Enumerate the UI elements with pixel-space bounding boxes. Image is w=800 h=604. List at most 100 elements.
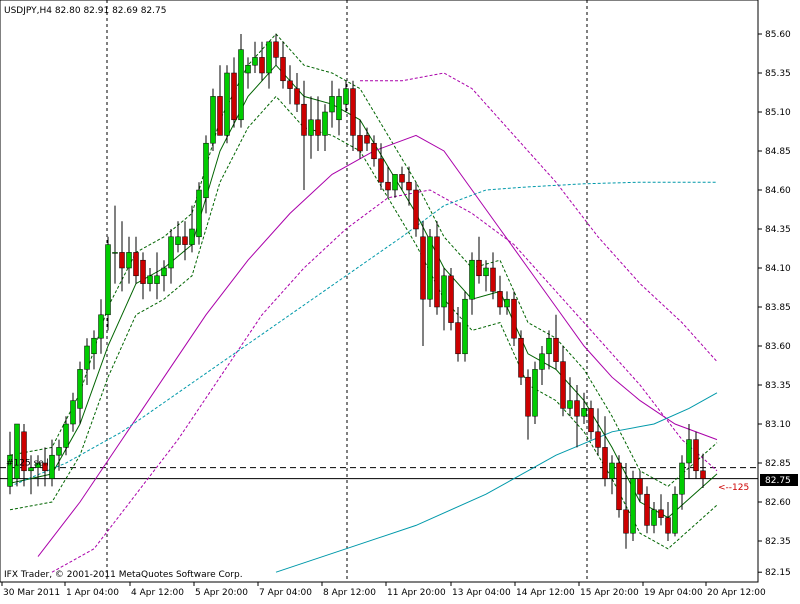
candle-body [504,298,510,308]
x-tick-label: 11 Apr 20:00 [387,588,446,598]
candle-body [294,88,300,105]
candle-body [693,439,699,472]
overlay-line [360,72,718,362]
candle-body [14,423,20,479]
y-tick-label: 82.35 [765,537,791,547]
candle-body [623,509,629,534]
x-tick-label: 14 Apr 12:00 [516,588,575,598]
candle-body [357,135,363,152]
candle-body [42,462,48,472]
candle-body [28,467,34,472]
candle-body [511,298,517,339]
candle-body [518,337,524,378]
order-line-label: #125 sell [6,459,49,469]
candle-body [63,423,69,448]
candle-body [686,439,692,464]
candle-body [238,49,244,121]
candle-body [406,181,412,191]
candle-body [224,72,230,136]
y-tick-label: 84.10 [765,264,791,274]
overlay-line [37,134,718,557]
candle-body [49,454,55,479]
candle-body [273,41,279,58]
candle-body [609,462,615,479]
x-tick-label: 20 Apr 12:00 [707,588,766,598]
candle-body [350,88,356,136]
order-marker: <--125 [718,483,749,493]
symbol-header: USDJPY,H4 82.80 82.91 82.69 82.75 [4,6,166,16]
candle-body [553,337,559,362]
candle-body [231,72,237,121]
y-tick-label: 85.60 [765,30,791,40]
candle-body [189,228,195,245]
y-tick-label: 83.35 [765,381,791,391]
candle-body [119,252,125,269]
x-tick-label: 7 Apr 04:00 [259,588,312,598]
order-line-text: #125 sell [6,459,49,469]
candle-body [385,181,391,191]
candle-body [252,57,258,66]
current-price-text: 82.75 [765,476,791,486]
candle-body [637,478,643,495]
candle-body [98,314,104,339]
y-axis: 85.60 85.35 85.10 84.85 84.60 84.35 84.10 83.85… [758,30,791,578]
x-tick-label: 4 Apr 12:00 [131,588,184,598]
candle-body [392,174,398,191]
candle-body [308,119,314,136]
x-tick-label: 5 Apr 20:00 [195,588,248,598]
candle-body [56,447,62,456]
x-tick-label: 30 Mar 2011 [3,588,60,598]
candle-body [245,64,251,74]
x-tick-label: 1 Apr 04:00 [66,588,119,598]
candle-body [539,353,545,370]
candle-body [497,291,503,308]
candle-body [651,509,657,526]
candle-body [336,96,342,121]
candle-body [427,236,433,300]
candle-body [658,509,664,518]
candle-body [469,259,475,300]
y-tick-label: 85.35 [765,69,791,79]
candle-body [476,259,482,277]
candle-body [581,408,587,417]
candle-body [567,400,573,409]
candle-body [679,462,685,495]
candle-body [595,431,601,448]
candle-body [35,462,41,468]
candle-body [259,57,265,74]
y-tick-label: 82.60 [765,498,791,508]
candle-body [525,376,531,417]
candle-body [91,337,97,355]
overlay-line [9,33,718,488]
candle-body [574,400,580,417]
candle-body [175,236,181,245]
y-tick-label: 82.15 [765,568,791,578]
candle-body [154,275,160,284]
candle-body [462,298,468,355]
candle-body [434,236,440,308]
candle-body [448,275,454,323]
candle-body [7,454,13,487]
candle-body [560,361,566,409]
candle-body [532,369,538,417]
candle-body [210,96,216,144]
candle-body [203,142,209,199]
candle-body [105,244,111,316]
candle-body [112,252,118,254]
x-tick-label: 19 Apr 04:00 [644,588,703,598]
y-tick-label: 84.35 [765,225,791,235]
x-tick-label: 13 Apr 04:00 [452,588,511,598]
candle-body [420,236,426,300]
candle-body [602,447,608,479]
candle-body [343,88,349,105]
candle-body [672,493,678,534]
y-tick-label: 85.10 [765,108,791,118]
candle-body [378,158,384,183]
x-tick-label: 8 Apr 12:00 [323,588,376,598]
candle-body [364,135,370,144]
x-axis: 30 Mar 2011 1 Apr 04:00 4 Apr 12:00 5 Apr 2… [1,582,766,598]
candle-body [483,267,489,277]
y-tick-label: 84.60 [765,186,791,196]
